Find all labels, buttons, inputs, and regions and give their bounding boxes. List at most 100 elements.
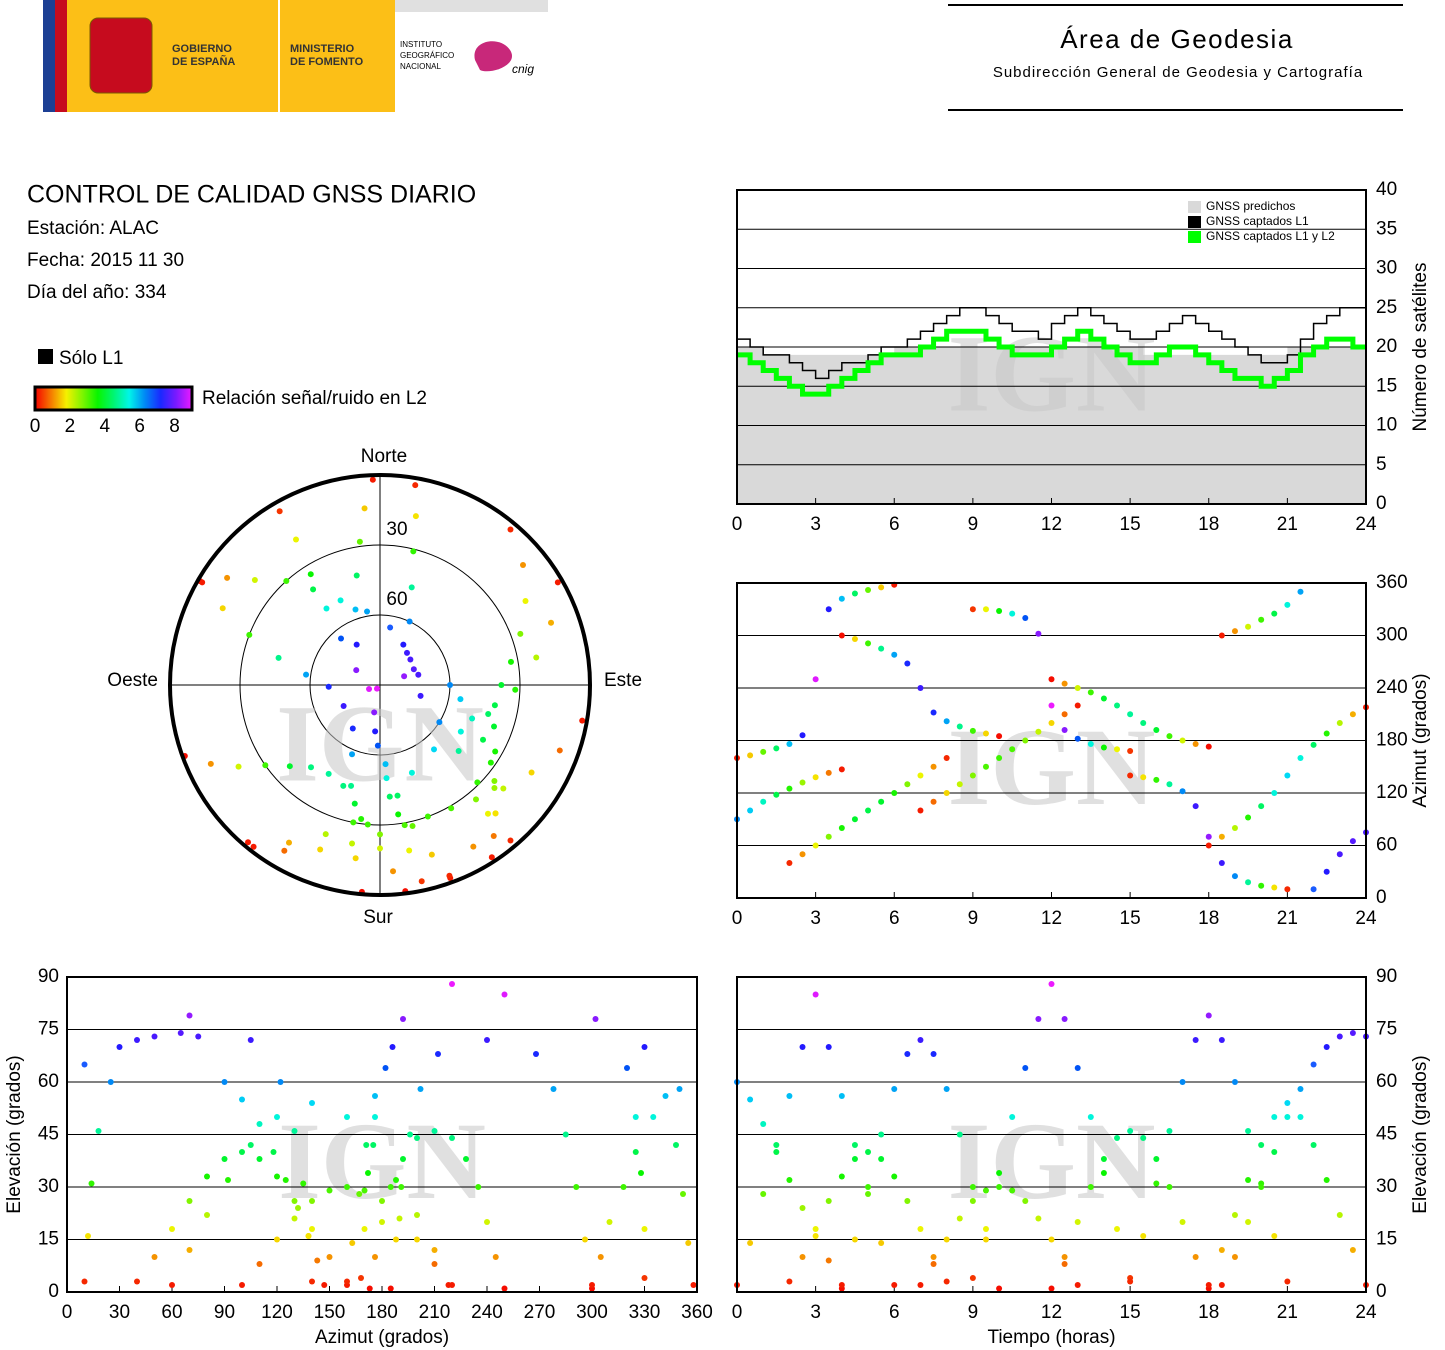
track-point [904,1051,911,1057]
x-tick-label: 12 [1041,514,1062,535]
y-tick-label: 30 [1376,258,1397,279]
track-point [412,482,419,489]
track-point [457,728,464,735]
y-tick-label: 0 [1376,887,1387,908]
track-point [326,1187,333,1194]
track-point [917,1282,924,1288]
track-point [492,810,499,817]
x-tick-label: 300 [576,1302,608,1323]
track-point [1218,860,1225,866]
track-point [283,577,290,584]
track-point [325,770,332,777]
area-title: Área de Geodesia [1060,24,1294,54]
track-point [969,1184,976,1190]
y-tick-label: 10 [1376,415,1397,436]
x-tick-label: 0 [732,1302,743,1323]
track-point [488,854,495,861]
track-point [1205,842,1212,849]
track-point [1310,1142,1317,1148]
track-point [308,764,315,771]
track-point [760,1191,767,1197]
track-point [865,640,872,647]
track-point [641,1275,648,1281]
day-of-year: Día del año: 334 [27,282,167,303]
track-point [550,1086,557,1092]
track-point [825,833,832,840]
track-point [1127,711,1134,718]
track-point [251,577,258,584]
track-point [996,1285,1003,1292]
track-point [1349,838,1356,845]
track-point [492,1254,499,1260]
track-point [904,1198,911,1204]
track-point [361,505,368,512]
track-point [398,1184,405,1190]
track-point [88,1180,95,1187]
track-point [878,1156,885,1162]
track-point [310,586,317,593]
track-point [1127,748,1134,754]
track-point [81,1278,88,1285]
track-point [1258,616,1265,623]
track-point [812,1233,819,1239]
track-point [943,755,950,761]
y-tick-label: 5 [1376,454,1387,475]
track-point [548,619,555,626]
track-point [485,710,492,717]
track-point [838,1173,845,1180]
track-point [1035,1016,1042,1022]
track-point [224,574,231,581]
track-point [1035,630,1042,637]
track-point [239,1096,245,1103]
south-label: Sur [363,907,393,928]
track-point [943,1086,950,1092]
track-point [383,775,390,782]
track-point [358,816,365,823]
track-point [386,793,393,800]
track-point [325,683,332,690]
track-point [291,1215,298,1222]
x-tick-label: 24 [1355,1302,1377,1323]
track-point [349,840,356,847]
track-point [277,1079,284,1085]
x-tick-label: 6 [889,514,900,535]
track-point [1100,695,1107,702]
track-point [221,1079,228,1085]
ring-label: 30 [386,519,407,540]
track-point [501,1285,508,1292]
track-point [507,658,514,665]
track-point [414,1135,420,1141]
track-point [449,981,455,987]
track-point [321,1282,328,1288]
track-point [956,723,963,730]
track-point [982,1226,989,1232]
track-point [1218,1282,1225,1288]
track-point [406,618,413,625]
legend-label: GNSS captados L1 [1206,214,1309,228]
track-point [401,822,408,829]
track-point [344,1278,350,1285]
track-point [1349,1030,1356,1036]
track-point [838,825,845,831]
track-point [773,1149,780,1155]
track-point [295,1205,301,1211]
track-point [799,1254,806,1260]
track-point [247,1142,254,1148]
track-point [904,781,911,788]
track-point [364,608,371,615]
track-point [436,719,443,726]
track-point [519,562,526,569]
track-point [641,1044,648,1050]
track-point [1205,743,1212,750]
track-point [186,1198,193,1204]
track-point [597,1254,604,1260]
track-point [1048,702,1055,709]
track-point [431,1261,438,1267]
track-point [1284,772,1291,779]
track-point [300,1180,307,1187]
track-point [1074,1065,1081,1071]
colorbar-tick-label: 6 [134,416,145,437]
track-point [389,1044,396,1050]
track-point [1179,1079,1186,1085]
watermark: IGN [276,682,484,804]
